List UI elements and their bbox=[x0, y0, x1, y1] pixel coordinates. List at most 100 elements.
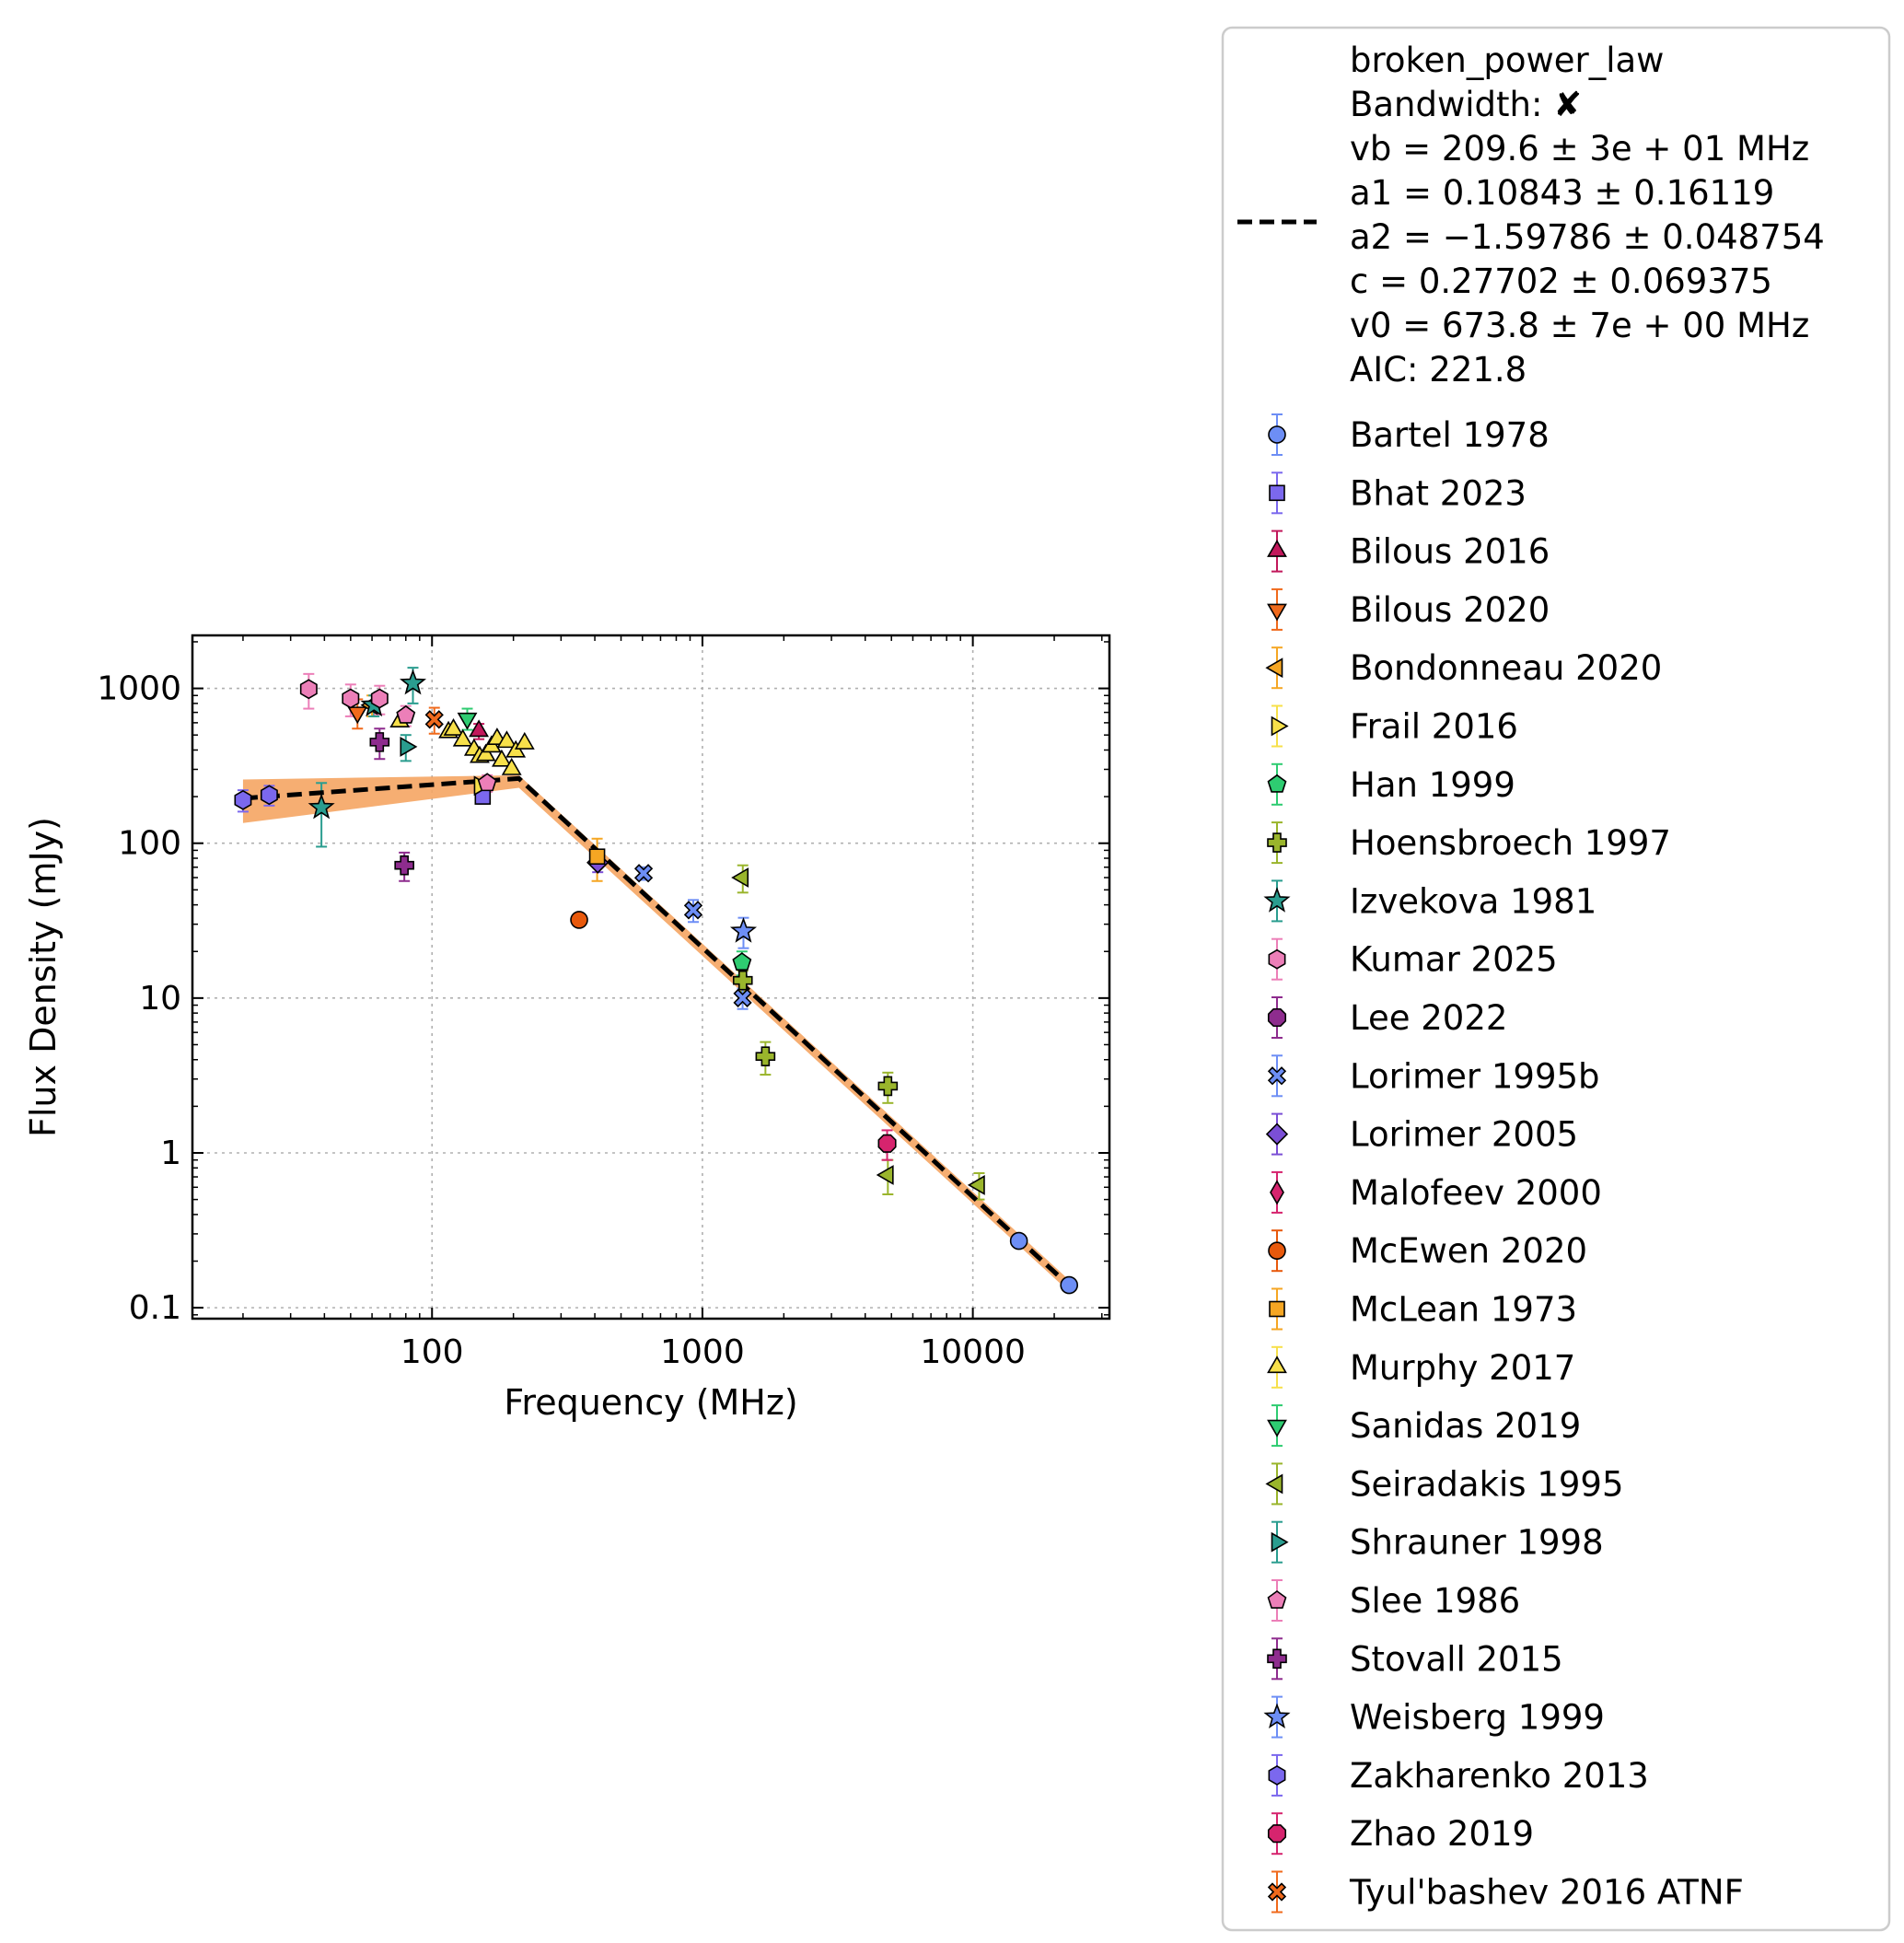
legend-marker-sanidas-2019 bbox=[1267, 1419, 1287, 1437]
data-point-izvekova-1981 bbox=[308, 793, 335, 820]
legend-marker-tyul-bashev-2016-atnf bbox=[1267, 1882, 1287, 1902]
legend-marker-mcewen-2020 bbox=[1268, 1241, 1286, 1260]
data-point-bartel-1978 bbox=[1060, 1275, 1079, 1295]
y-tick-label: 0.1 bbox=[129, 1289, 181, 1327]
data-point-stovall-2015 bbox=[369, 732, 390, 752]
legend-label-tyul-bashev-2016-atnf: Tyul'bashev 2016 ATNF bbox=[1349, 1873, 1744, 1913]
legend-marker-zakharenko-2013 bbox=[1268, 1764, 1286, 1786]
y-tick-label: 1000 bbox=[97, 670, 181, 708]
x-tick-label: 100 bbox=[401, 1333, 464, 1371]
data-point-bilous-2020 bbox=[347, 706, 368, 725]
legend-marker-kumar-2025 bbox=[1268, 948, 1286, 970]
data-point-murphy-2017 bbox=[496, 730, 517, 749]
y-axis-label: Flux Density (mJy) bbox=[23, 817, 64, 1137]
data-point-weisberg-1999 bbox=[729, 917, 758, 943]
error-bar-layer bbox=[237, 667, 1075, 1289]
legend-fit-text: vb = 209.6 ± 3e + 01 MHz bbox=[1350, 129, 1809, 169]
data-point-murphy-2017 bbox=[443, 717, 464, 736]
legend-label-slee-1986: Slee 1986 bbox=[1350, 1581, 1520, 1621]
legend-label-bilous-2020: Bilous 2020 bbox=[1350, 590, 1550, 630]
legend-label-han-1999: Han 1999 bbox=[1350, 765, 1515, 805]
legend-label-izvekova-1981: Izvekova 1981 bbox=[1350, 881, 1596, 921]
data-point-murphy-2017 bbox=[491, 749, 512, 767]
legend-marker-lorimer-1995b bbox=[1267, 1066, 1287, 1086]
legend-marker-bondonneau-2020 bbox=[1265, 657, 1283, 679]
legend-marker-malofeev-2000 bbox=[1270, 1180, 1284, 1205]
data-point-zakharenko-2013 bbox=[234, 789, 252, 810]
legend-marker-lorimer-2005 bbox=[1265, 1123, 1289, 1146]
legend-marker-weisberg-1999 bbox=[1263, 1703, 1291, 1728]
legend-marker-lee-2022 bbox=[1267, 1007, 1287, 1028]
legend-marker-murphy-2017 bbox=[1267, 1355, 1287, 1374]
legend-fit-text: AIC: 221.8 bbox=[1350, 350, 1527, 390]
legend-marker-han-1999 bbox=[1267, 774, 1287, 793]
legend-box bbox=[1221, 26, 1891, 1932]
legend: broken_power_law Bandwidth: ✘ vb = 209.6 ±… bbox=[1221, 26, 1891, 1932]
data-point-slee-1986 bbox=[477, 773, 497, 792]
data-point-murphy-2017 bbox=[452, 728, 473, 747]
data-point-bartel-1978 bbox=[1009, 1231, 1028, 1251]
legend-label-weisberg-1999: Weisberg 1999 bbox=[1350, 1698, 1605, 1738]
legend-label-bondonneau-2020: Bondonneau 2020 bbox=[1350, 648, 1662, 688]
legend-label-mcewen-2020: McEwen 2020 bbox=[1350, 1231, 1587, 1271]
legend-fit-text: a1 = 0.10843 ± 0.16119 bbox=[1350, 173, 1774, 213]
legend-fit-text: Bandwidth: ✘ bbox=[1350, 85, 1582, 124]
x-tick-label: 10000 bbox=[920, 1333, 1026, 1371]
data-point-izvekova-1981 bbox=[399, 669, 427, 695]
grid bbox=[192, 635, 1109, 1319]
data-point-seiradakis-1995 bbox=[731, 867, 749, 888]
data-point-han-1999 bbox=[732, 952, 752, 971]
legend-label-stovall-2015: Stovall 2015 bbox=[1350, 1639, 1563, 1679]
y-tick-label: 10 bbox=[139, 980, 181, 1018]
data-point-seiradakis-1995 bbox=[876, 1165, 894, 1185]
data-point-kumar-2025 bbox=[370, 688, 389, 709]
legend-label-lee-2022: Lee 2022 bbox=[1350, 998, 1507, 1038]
legend-fit-text: broken_power_law bbox=[1350, 41, 1664, 80]
legend-label-bilous-2016: Bilous 2016 bbox=[1350, 532, 1550, 572]
legend-label-frail-2016: Frail 2016 bbox=[1350, 707, 1518, 747]
y-tick-label: 100 bbox=[118, 825, 181, 863]
legend-label-malofeev-2000: Malofeev 2000 bbox=[1350, 1173, 1602, 1213]
legend-label-murphy-2017: Murphy 2017 bbox=[1350, 1348, 1575, 1388]
legend-marker-seiradakis-1995 bbox=[1265, 1473, 1283, 1495]
data-point-kumar-2025 bbox=[299, 679, 318, 700]
data-point-zakharenko-2013 bbox=[260, 785, 278, 806]
legend-label-zakharenko-2013: Zakharenko 2013 bbox=[1350, 1756, 1649, 1796]
data-point-slee-1986 bbox=[396, 704, 416, 724]
legend-marker-stovall-2015 bbox=[1267, 1648, 1287, 1670]
legend-marker-hoensbroech-1997 bbox=[1267, 832, 1287, 853]
data-point-lorimer-1995b bbox=[683, 901, 703, 920]
data-point-seiradakis-1995 bbox=[967, 1174, 985, 1195]
x-axis-label: Frequency (MHz) bbox=[504, 1382, 797, 1423]
data-point-bilous-2016 bbox=[469, 719, 490, 738]
data-point-zhao-2019 bbox=[877, 1134, 897, 1153]
data-point-murphy-2017 bbox=[475, 743, 496, 762]
data-point-mcewen-2020 bbox=[570, 911, 588, 929]
legend-marker-izvekova-1981 bbox=[1263, 887, 1291, 913]
data-point-shrauner-1998 bbox=[400, 737, 418, 757]
fit-line-layer bbox=[242, 775, 1071, 1287]
legend-marker-bilous-2016 bbox=[1267, 540, 1287, 557]
legend-marker-zhao-2019 bbox=[1267, 1824, 1287, 1844]
legend-marker-mclean-1973 bbox=[1269, 1300, 1285, 1318]
data-point-hoensbroech-1997 bbox=[755, 1046, 776, 1067]
data-point-lorimer-1995b bbox=[633, 864, 654, 883]
data-point-murphy-2017 bbox=[514, 731, 535, 750]
legend-label-kumar-2025: Kumar 2025 bbox=[1350, 940, 1558, 980]
legend-label-mclean-1973: McLean 1973 bbox=[1350, 1290, 1577, 1330]
data-point-tyul-bashev-2016-atnf bbox=[424, 710, 444, 729]
legend-label-hoensbroech-1997: Hoensbroech 1997 bbox=[1350, 823, 1671, 863]
legend-marker-frail-2016 bbox=[1271, 716, 1289, 737]
data-point-kumar-2025 bbox=[342, 688, 360, 709]
data-point-murphy-2017 bbox=[501, 757, 522, 775]
fit-line bbox=[242, 775, 1071, 1287]
fit-uncertainty-band bbox=[242, 774, 1069, 1292]
marker-layer bbox=[234, 669, 1079, 1295]
legend-label-lorimer-1995b: Lorimer 1995b bbox=[1350, 1056, 1600, 1096]
legend-marker-bilous-2020 bbox=[1267, 603, 1287, 622]
legend-fit-text: v0 = 673.8 ± 7e + 00 MHz bbox=[1350, 306, 1809, 345]
y-tick-label: 1 bbox=[160, 1134, 181, 1172]
data-point-lorimer-1995b bbox=[733, 988, 752, 1007]
legend-marker-bartel-1978 bbox=[1268, 425, 1286, 444]
legend-label-bhat-2023: Bhat 2023 bbox=[1350, 473, 1527, 513]
